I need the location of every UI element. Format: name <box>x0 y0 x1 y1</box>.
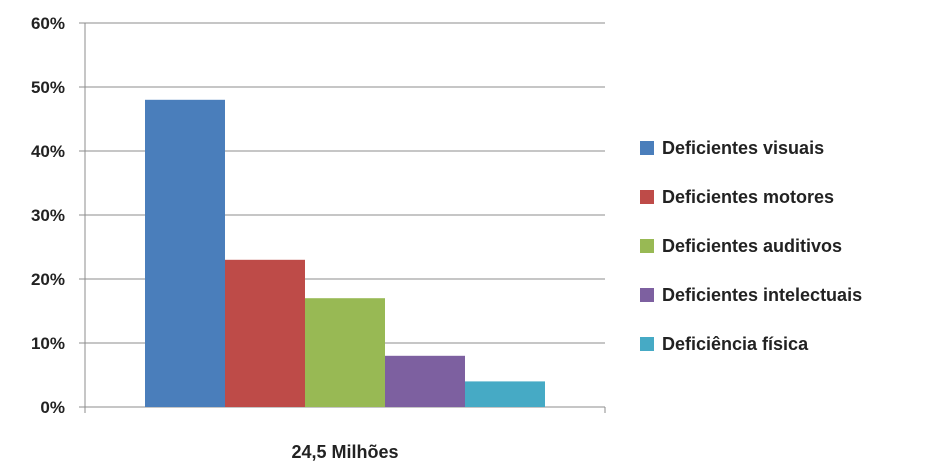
y-tick-label: 30% <box>31 206 65 225</box>
bars <box>145 99 545 408</box>
legend-swatch <box>640 337 654 351</box>
y-tick-label: 50% <box>31 78 65 97</box>
legend-label: Deficientes visuais <box>662 138 824 158</box>
legend-label: Deficientes intelectuais <box>662 285 862 305</box>
y-tick-label: 20% <box>31 270 65 289</box>
legend-label: Deficiência física <box>662 334 809 354</box>
legend-swatch <box>640 239 654 253</box>
y-tick-labels: 0% 10% 20% 30% 40% 50% 60% <box>31 14 65 417</box>
legend-swatch <box>640 141 654 155</box>
bar-deficientes-auditivos <box>305 298 385 407</box>
y-tick-label: 40% <box>31 142 65 161</box>
y-tick-label: 0% <box>40 398 65 417</box>
legend-swatch <box>640 190 654 204</box>
x-category-labels: 24,5 Milhões <box>291 442 398 462</box>
legend: Deficientes visuais Deficientes motores De… <box>640 138 862 354</box>
legend-item: Deficientes motores <box>640 187 834 207</box>
legend-label: Deficientes auditivos <box>662 236 842 256</box>
y-tick-label: 60% <box>31 14 65 33</box>
legend-label: Deficientes motores <box>662 187 834 207</box>
x-category-label: 24,5 Milhões <box>291 442 398 462</box>
legend-item: Deficiência física <box>640 334 809 354</box>
legend-item: Deficientes visuais <box>640 138 824 158</box>
bar-deficientes-visuais <box>145 99 225 408</box>
y-tick-label: 10% <box>31 334 65 353</box>
legend-item: Deficientes intelectuais <box>640 285 862 305</box>
bar-defici-ncia-f-sica <box>465 381 545 407</box>
bar-deficientes-motores <box>225 259 305 407</box>
legend-item: Deficientes auditivos <box>640 236 842 256</box>
bar-deficientes-intelectuais <box>385 355 465 407</box>
legend-swatch <box>640 288 654 302</box>
